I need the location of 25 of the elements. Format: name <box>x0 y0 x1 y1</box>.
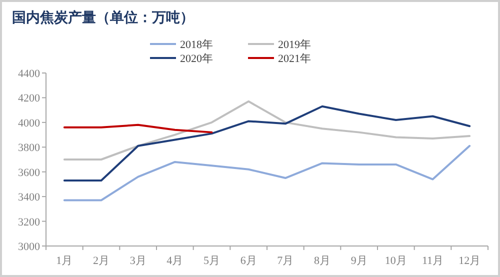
x-tick-label: 8月 <box>314 255 330 267</box>
x-tick-label: 10月 <box>384 255 407 267</box>
x-tick-label: 1月 <box>56 255 73 267</box>
x-tick-label: 5月 <box>204 255 220 267</box>
x-tick-label: 3月 <box>130 255 146 267</box>
y-tick-label: 4200 <box>18 92 40 105</box>
y-tick-label: 3400 <box>18 192 40 204</box>
x-tick-label: 11月 <box>422 255 444 267</box>
chart-title: 国内焦炭产量（单位：万吨） <box>12 9 194 26</box>
y-tick-label: 3200 <box>18 216 40 228</box>
x-tick-label: 12月 <box>458 255 481 267</box>
x-tick-label: 4月 <box>166 255 184 267</box>
y-tick-label: 3600 <box>18 166 40 179</box>
legend-label: 2019年 <box>278 39 311 51</box>
y-tick-label: 3000 <box>18 241 40 253</box>
y-tick-label: 3800 <box>18 142 40 154</box>
legend-label: 2018年 <box>180 39 213 51</box>
y-tick-label: 4000 <box>18 117 40 130</box>
x-tick-label: 7月 <box>277 255 294 267</box>
legend-label: 2020年 <box>180 53 213 65</box>
x-tick-label: 9月 <box>350 255 368 267</box>
y-tick-label: 4400 <box>18 68 40 80</box>
legend-label: 2021年 <box>278 53 311 65</box>
x-tick-label: 6月 <box>240 255 257 267</box>
x-tick-label: 2月 <box>93 255 110 267</box>
